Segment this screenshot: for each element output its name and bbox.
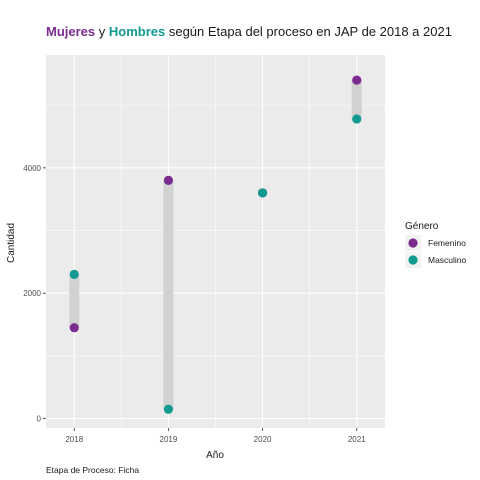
x-axis-ticks: 2018 2019 2020 2021 — [65, 428, 366, 444]
x-tick-label: 2018 — [65, 435, 83, 444]
x-tick-label: 2021 — [348, 435, 366, 444]
range-bar — [163, 180, 174, 410]
data-point-femenino — [163, 175, 174, 185]
caption: Etapa de Proceso: Ficha — [46, 465, 139, 475]
range-bars — [69, 80, 362, 410]
data-points — [69, 75, 362, 414]
x-tick-label: 2019 — [160, 435, 178, 444]
x-tick-label: 2020 — [254, 435, 272, 444]
legend-label: Femenino — [428, 238, 466, 248]
plot-panel — [46, 55, 385, 428]
y-axis-title: Cantidad — [6, 223, 17, 263]
legend-title: Género — [405, 221, 439, 232]
data-point-femenino — [69, 323, 79, 333]
y-tick-label: 4000 — [23, 164, 41, 173]
data-point-masculino — [163, 404, 174, 414]
y-axis-ticks: 0 2000 4000 — [23, 164, 46, 424]
y-tick-label: 0 — [37, 415, 42, 424]
legend-label: Masculino — [428, 255, 467, 265]
legend-swatch — [408, 255, 418, 265]
x-axis-title: Año — [206, 450, 224, 461]
data-point-masculino — [257, 188, 268, 198]
title-part: Hombres — [109, 24, 165, 39]
title-part: y — [95, 24, 109, 39]
range-bar — [69, 274, 80, 328]
title-part: Mujeres — [46, 24, 95, 39]
title-part: según Etapa del proceso en JAP de 2018 a… — [165, 24, 452, 39]
data-point-masculino — [352, 114, 362, 124]
legend-swatch — [408, 238, 418, 248]
data-point-masculino — [69, 269, 79, 280]
y-tick-label: 2000 — [23, 289, 41, 298]
chart-title: Mujeres y Hombres según Etapa del proces… — [46, 24, 452, 39]
range-bar — [351, 80, 362, 119]
data-point-femenino — [352, 75, 362, 85]
legend: Femenino Masculino — [405, 235, 467, 268]
